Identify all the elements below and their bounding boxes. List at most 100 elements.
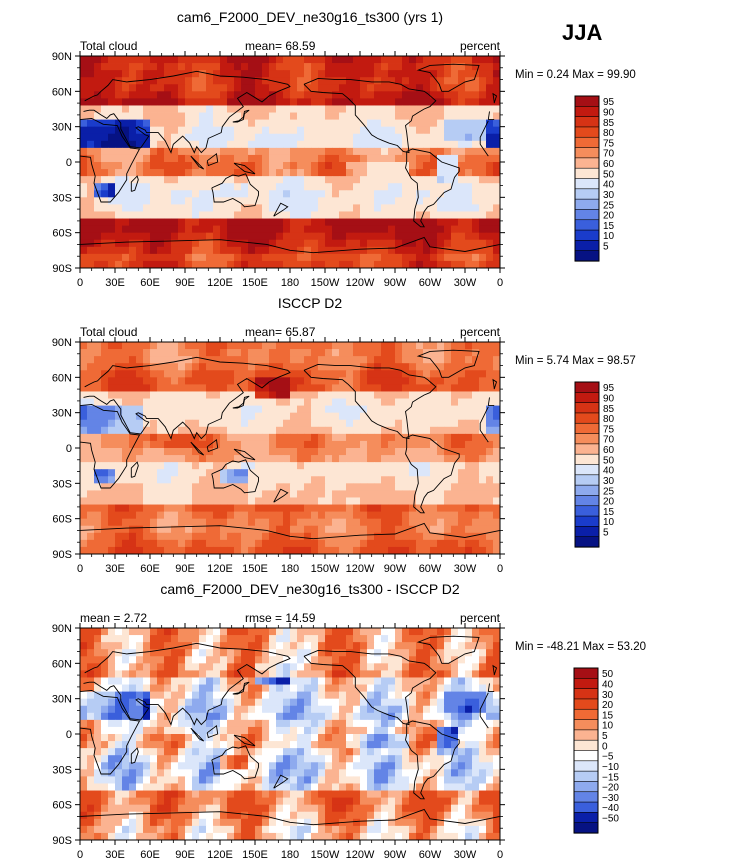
map-cell: [290, 119, 298, 128]
map-cell: [472, 356, 480, 364]
map-cell: [367, 518, 375, 527]
map-cell: [101, 232, 109, 241]
map-cell: [171, 525, 179, 534]
map-cell: [486, 656, 494, 664]
map-cell: [374, 204, 382, 212]
map-cell: [339, 91, 347, 99]
map-cell: [451, 684, 459, 692]
map-cell: [304, 169, 312, 177]
map-cell: [304, 670, 312, 678]
map-cell: [269, 147, 277, 156]
map-cell: [402, 239, 410, 248]
map-cell: [80, 112, 88, 120]
map-cell: [276, 246, 284, 255]
map-cell: [458, 176, 466, 184]
map-cell: [479, 426, 487, 435]
map-cell: [213, 211, 221, 219]
map-cell: [108, 426, 116, 435]
map-cell: [283, 483, 291, 491]
map-cell: [465, 140, 473, 149]
map-cell: [374, 391, 382, 399]
map-cell: [234, 698, 242, 707]
map-cell: [269, 133, 277, 142]
lat-tick-label: 0: [66, 443, 72, 455]
map-cell: [304, 677, 312, 685]
map-cell: [304, 635, 312, 643]
map-cell: [360, 147, 368, 156]
map-cell: [227, 239, 235, 248]
map-cell: [262, 455, 270, 463]
map-cell: [311, 105, 319, 113]
map-cell: [388, 712, 396, 721]
map-cell: [318, 154, 326, 163]
map-cell: [178, 119, 186, 128]
map-cell: [80, 391, 88, 399]
map-cell: [276, 518, 284, 527]
map-cell: [346, 169, 354, 177]
map-cell: [395, 91, 403, 99]
map-cell: [213, 370, 221, 378]
map-cell: [206, 84, 214, 92]
map-cell: [360, 169, 368, 177]
map-cell: [304, 469, 312, 477]
map-cell: [486, 405, 494, 414]
map-cell: [423, 684, 431, 692]
map-cell: [472, 211, 480, 219]
map-cell: [164, 190, 172, 198]
map-cell: [87, 84, 95, 92]
map-cell: [150, 539, 158, 548]
map-cell: [220, 112, 228, 120]
map-cell: [311, 663, 319, 671]
map-cell: [157, 741, 165, 749]
map-cell: [297, 440, 305, 449]
map-cell: [472, 684, 480, 692]
colorbar-label: 85: [603, 118, 615, 129]
map-cell: [241, 504, 249, 512]
map-cell: [360, 342, 368, 350]
map-cell: [451, 525, 459, 534]
map-cell: [458, 384, 466, 392]
map-cell: [178, 225, 186, 234]
map-cell: [241, 370, 249, 378]
map-cell: [423, 532, 431, 541]
map-cell: [262, 734, 270, 742]
map-cell: [430, 119, 438, 128]
map-cell: [213, 190, 221, 198]
map-cell: [465, 635, 473, 643]
map-cell: [367, 546, 375, 555]
map-cell: [136, 398, 144, 406]
map-cell: [255, 70, 263, 78]
map-cell: [262, 169, 270, 177]
map-cell: [290, 419, 298, 428]
map-cell: [395, 246, 403, 255]
map-cell: [311, 712, 319, 721]
map-cell: [213, 469, 221, 477]
map-cell: [220, 635, 228, 643]
map-cell: [262, 705, 270, 714]
map-cell: [80, 691, 88, 700]
map-cell: [332, 370, 340, 378]
map-cell: [143, 98, 151, 106]
map-cell: [94, 705, 102, 714]
map-cell: [234, 405, 242, 414]
map-cell: [493, 377, 501, 385]
map-cell: [192, 684, 200, 692]
map-cell: [297, 197, 305, 205]
map-cell: [192, 734, 200, 742]
map-cell: [108, 218, 116, 226]
map-cell: [101, 628, 109, 636]
map-cell: [311, 377, 319, 385]
map-cell: [178, 204, 186, 212]
map-cell: [458, 684, 466, 692]
map-cell: [164, 197, 172, 205]
map-cell: [178, 497, 186, 505]
map-cell: [444, 91, 452, 99]
map-cell: [136, 190, 144, 198]
colorbar-swatch: [574, 536, 600, 548]
map-cell: [87, 91, 95, 99]
map-cell: [136, 684, 144, 692]
map-cell: [150, 218, 158, 226]
map-cell: [367, 391, 375, 399]
map-cell: [178, 197, 186, 205]
map-cell: [465, 419, 473, 428]
